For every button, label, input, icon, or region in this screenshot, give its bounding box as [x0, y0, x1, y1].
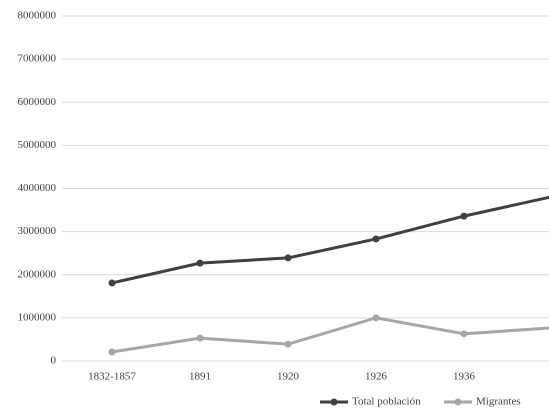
y-tick-label: 3000000 [18, 225, 57, 237]
y-tick-label: 2000000 [18, 268, 57, 280]
legend-label: Total población [352, 396, 421, 408]
y-tick-label: 1000000 [18, 311, 57, 323]
series-line [111, 316, 549, 354]
x-tick-label: 1926 [365, 371, 388, 383]
x-tick-label: 1832-1857 [88, 371, 136, 383]
y-tick-label: 0 [51, 355, 57, 367]
legend-label: Migrantes [476, 396, 521, 408]
data-point [372, 314, 380, 322]
data-point [196, 259, 204, 267]
y-tick-label: 5000000 [18, 139, 57, 151]
x-tick-label: 1891 [189, 371, 211, 383]
data-point [460, 330, 468, 338]
data-point [284, 254, 292, 262]
x-tick-label: 1920 [277, 371, 300, 383]
data-point [108, 279, 116, 287]
x-tick-label: 1936 [453, 371, 476, 383]
data-point [460, 212, 468, 220]
series-line [111, 195, 549, 285]
data-point [284, 340, 292, 348]
y-tick-label: 4000000 [18, 182, 57, 194]
legend-marker [330, 398, 338, 406]
data-point [196, 334, 204, 342]
y-tick-label: 7000000 [18, 53, 57, 65]
data-point [108, 348, 116, 356]
plot-area [108, 194, 549, 356]
legend-marker [454, 398, 462, 406]
y-tick-label: 6000000 [18, 96, 57, 108]
data-point [372, 235, 380, 243]
y-tick-label: 8000000 [18, 10, 57, 22]
